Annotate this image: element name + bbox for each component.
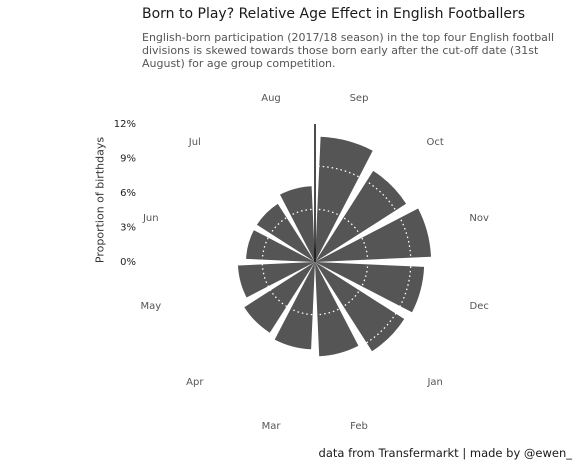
y-tick-label: 9% [120,154,136,165]
month-label-may: May [140,301,161,312]
month-label-mar: Mar [262,421,282,432]
month-labels-group: Sep Oct Nov Dec Jan Feb Mar Apr May Jun Jul Aug [140,93,489,432]
y-tick-label: 0% [120,257,136,268]
month-label-jan: Jan [426,377,442,388]
y-tick-label: 12% [114,119,136,130]
bar-feb [315,262,359,357]
bar-oct [315,170,407,262]
month-label-jul: Jul [188,137,201,148]
bar-dec [315,262,425,313]
chart-caption: data from Transfermarkt | made by @ewen_ [318,446,572,460]
bar-mar [274,262,315,350]
month-label-jun: Jun [142,213,159,224]
month-label-oct: Oct [427,137,444,148]
month-label-nov: Nov [469,213,489,224]
month-label-dec: Dec [470,301,489,312]
bar-jul [256,203,315,262]
y-tick-label: 3% [120,223,136,234]
month-label-aug: Aug [261,93,281,104]
bar-nov [315,208,431,262]
month-label-apr: Apr [186,377,204,388]
month-label-feb: Feb [350,421,368,432]
bar-may [238,262,315,298]
month-label-sep: Sep [350,93,369,104]
bar-jan [315,262,405,352]
bar-sep [315,136,373,262]
bar-aug [280,186,315,262]
bar-jun [246,230,315,262]
bar-apr [244,262,315,333]
chart-subtitle: English-born participation (2017/18 seas… [142,31,555,70]
y-tick-labels-group: 0% 3% 6% 9% 12% [114,119,136,268]
y-tick-label: 6% [120,188,136,199]
chart-title: Born to Play? Relative Age Effect in Eng… [142,6,526,22]
bars-group [238,136,431,357]
